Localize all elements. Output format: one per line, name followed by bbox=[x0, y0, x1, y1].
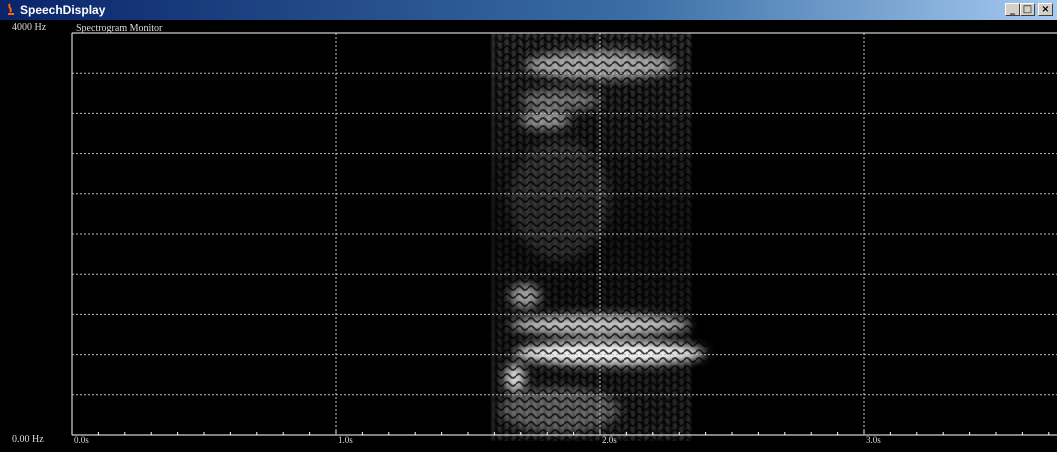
window-title: SpeechDisplay bbox=[20, 0, 105, 20]
close-button[interactable]: × bbox=[1038, 3, 1053, 16]
window: SpeechDisplay _ □ × bbox=[0, 0, 1057, 452]
app-icon bbox=[4, 3, 17, 16]
panel-title: Spectrogram Monitor bbox=[76, 23, 163, 34]
spectrogram-view: 4000 Hz 0.00 Hz Spectrogram Monitor 0.0s… bbox=[0, 20, 1057, 452]
minimize-button[interactable]: _ bbox=[1005, 3, 1020, 16]
spectrogram-image bbox=[492, 33, 710, 441]
time-label: 1.0s bbox=[338, 435, 353, 445]
frequency-top-label: 4000 Hz bbox=[12, 22, 47, 33]
maximize-button[interactable]: □ bbox=[1020, 3, 1035, 16]
frequency-bottom-label: 0.00 Hz bbox=[12, 434, 44, 445]
time-label: 2.0s bbox=[602, 435, 617, 445]
time-label: 0.0s bbox=[74, 435, 89, 445]
title-bar: SpeechDisplay _ □ × bbox=[0, 0, 1057, 20]
time-label: 3.0s bbox=[866, 435, 881, 445]
